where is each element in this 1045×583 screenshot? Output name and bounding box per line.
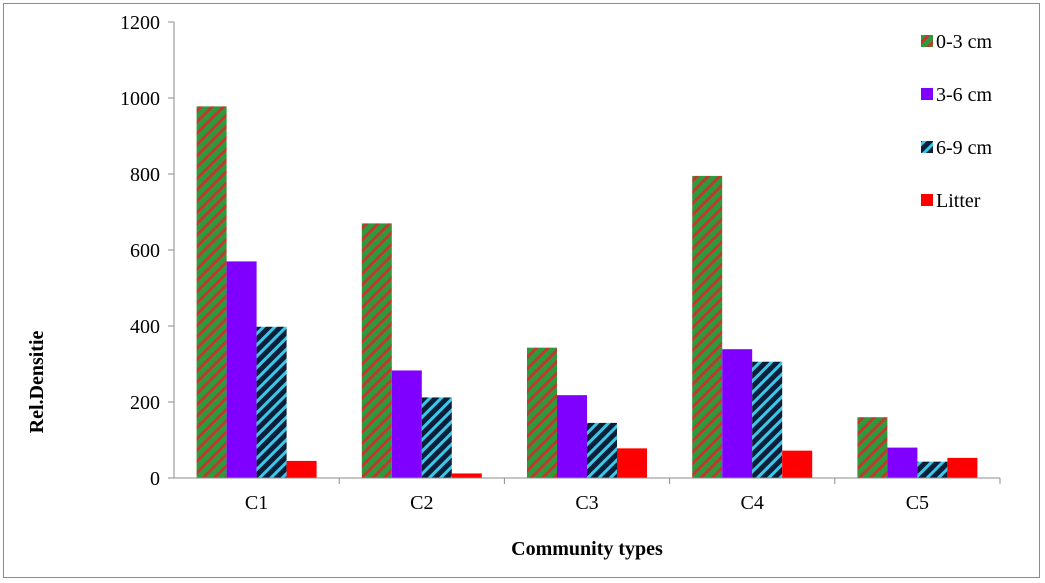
bar-litter-c3 xyxy=(617,448,647,478)
bar-6-9-cm-c1 xyxy=(256,326,287,478)
bar-3-6-cm-c4 xyxy=(722,349,753,478)
bar-litter-c4 xyxy=(782,450,813,478)
x-tick-label: C1 xyxy=(245,492,268,514)
y-tick-label: 200 xyxy=(130,392,160,414)
legend-label-3-6-cm: 3-6 cm xyxy=(936,84,993,106)
y-tick-label: 600 xyxy=(130,240,160,262)
legend-label-0-3-cm: 0-3 cm xyxy=(936,31,993,53)
bar-3-6-cm-c1 xyxy=(226,261,257,478)
bar-0-3-cm-c3 xyxy=(527,347,557,478)
bar-litter-c1 xyxy=(286,460,317,478)
bar-3-6-cm-c3 xyxy=(557,395,587,478)
legend-swatch-3-6-cm xyxy=(921,88,933,100)
y-tick-label: 1000 xyxy=(120,88,160,110)
x-tick-label: C3 xyxy=(575,492,598,514)
bar-litter-c2 xyxy=(451,473,482,478)
y-tick-label: 800 xyxy=(130,164,160,186)
bar-6-9-cm-c2 xyxy=(421,397,452,478)
legend-swatch-6-9-cm xyxy=(921,141,933,153)
bar-6-9-cm-c4 xyxy=(752,361,783,478)
chart-frame xyxy=(3,3,1040,578)
bar-6-9-cm-c5 xyxy=(917,461,948,478)
x-axis-title: Community types xyxy=(511,538,663,560)
bar-0-3-cm-c5 xyxy=(857,417,888,478)
bars-group xyxy=(196,106,978,479)
bar-3-6-cm-c5 xyxy=(887,447,918,478)
legend-label-6-9-cm: 6-9 cm xyxy=(936,137,993,159)
x-tick-label: C4 xyxy=(741,492,764,514)
x-ticks-group: C1 C2 C3 C4 C5 xyxy=(245,478,1001,514)
bar-6-9-cm-c3 xyxy=(587,422,617,478)
y-tick-label: 0 xyxy=(150,468,160,490)
bar-0-3-cm-c2 xyxy=(361,223,392,478)
x-tick-label: C2 xyxy=(410,492,433,514)
y-axis-title: Rel.Densitie xyxy=(26,331,48,434)
y-tick-label: 1200 xyxy=(120,12,160,34)
y-ticks-group: 0 200 400 600 800 1000 1200 xyxy=(120,12,174,490)
bar-litter-c5 xyxy=(947,457,978,478)
legend: 0-3 cm 3-6 cm 6-9 cm Litter xyxy=(921,31,993,212)
bar-3-6-cm-c2 xyxy=(391,370,422,478)
legend-swatch-0-3-cm xyxy=(921,35,933,47)
y-tick-label: 400 xyxy=(130,316,160,338)
bar-0-3-cm-c1 xyxy=(196,106,227,479)
bar-0-3-cm-c4 xyxy=(692,175,723,478)
legend-swatch-litter xyxy=(921,194,933,206)
x-tick-label: C5 xyxy=(906,492,929,514)
legend-label-litter: Litter xyxy=(936,190,981,212)
